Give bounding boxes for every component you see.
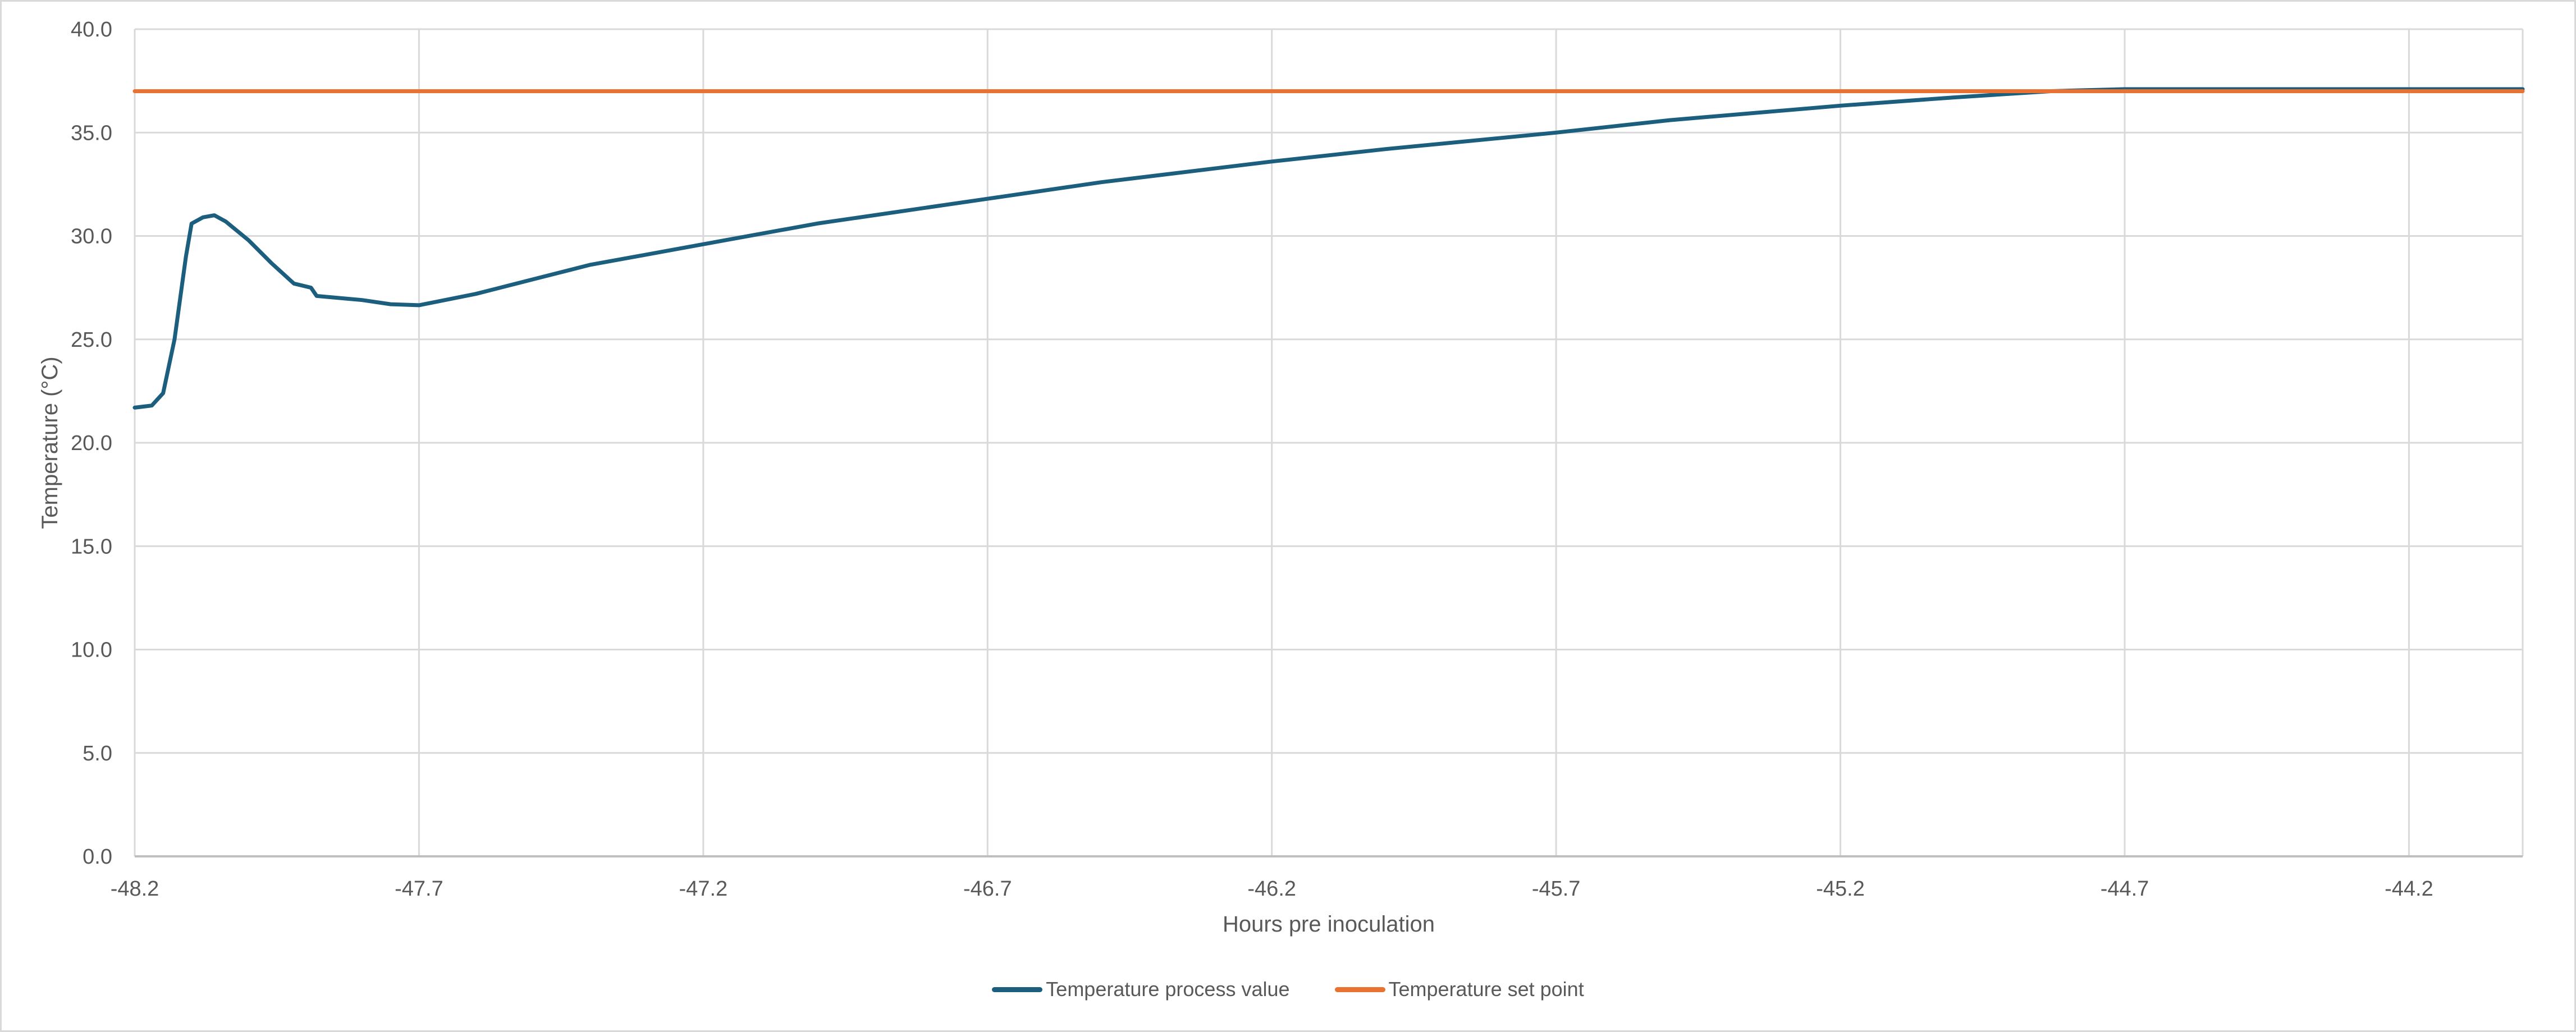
y-tick-label: 10.0: [71, 639, 112, 662]
y-tick-label: 5.0: [83, 742, 112, 765]
x-tick-label: -47.2: [679, 877, 728, 901]
gridlines: [134, 28, 2524, 857]
legend-label: Temperature set point: [1388, 978, 1584, 1001]
x-tick-label: -48.2: [111, 877, 159, 901]
y-tick-label: 20.0: [71, 432, 112, 455]
x-tick-label: -45.7: [1532, 877, 1581, 901]
legend-swatch-set-point: [1334, 987, 1385, 992]
x-tick-label: -44.7: [2101, 877, 2149, 901]
y-tick-label: 0.0: [83, 845, 112, 869]
y-tick-label: 40.0: [71, 18, 112, 42]
x-tick-label: -47.7: [395, 877, 443, 901]
legend: Temperature process value Temperature se…: [0, 978, 2576, 1001]
y-axis-ticks: 0.0 5.0 10.0 15.0 20.0 25.0 30.0 35.0 40.0: [71, 18, 112, 869]
legend-item-process-value: Temperature process value: [992, 978, 1290, 1001]
x-tick-label: -45.2: [1816, 877, 1865, 901]
y-tick-label: 30.0: [71, 225, 112, 249]
process-value-line: [132, 87, 2525, 410]
x-axis-ticks: -48.2 -47.7 -47.2 -46.7 -46.2 -45.7 -45.2 -44.7…: [111, 877, 2433, 901]
series-lines: [132, 87, 2525, 410]
y-tick-label: 35.0: [71, 121, 112, 145]
x-tick-label: -46.7: [963, 877, 1012, 901]
legend-item-set-point: Temperature set point: [1334, 978, 1584, 1001]
x-axis-title: Hours pre inoculation: [1223, 912, 1435, 937]
legend-label: Temperature process value: [1046, 978, 1290, 1001]
legend-swatch-process-value: [992, 987, 1043, 992]
y-tick-label: 15.0: [71, 535, 112, 558]
x-tick-label: -44.2: [2385, 877, 2433, 901]
x-tick-label: -46.2: [1247, 877, 1296, 901]
y-tick-label: 25.0: [71, 328, 112, 352]
y-axis-title: Temperature (°C): [38, 356, 62, 529]
